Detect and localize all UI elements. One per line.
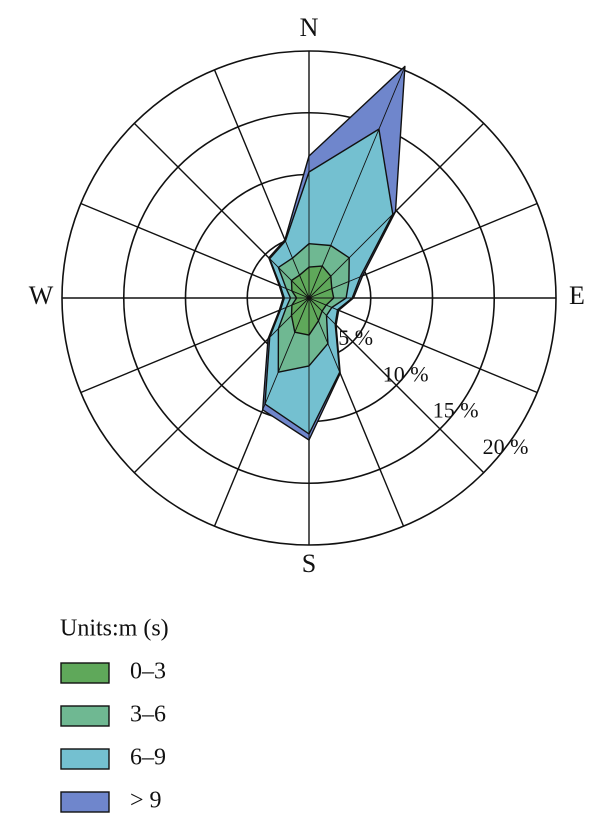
area-spoke <box>308 288 332 299</box>
legend-label: 3–6 <box>130 702 166 728</box>
area-spoke <box>291 290 310 299</box>
labels: 5 % 10 %15 %20 % N E S W <box>29 13 585 578</box>
area-spoke <box>308 275 332 299</box>
legend-title: Units:m (s) <box>60 616 169 642</box>
spoke <box>80 297 310 394</box>
legend-swatch <box>60 662 110 684</box>
areas <box>262 65 406 441</box>
legend-label: 0–3 <box>130 659 166 685</box>
spoke <box>80 202 310 299</box>
area-spoke <box>308 297 323 312</box>
area-spoke <box>308 297 327 306</box>
area-spoke <box>308 265 323 299</box>
spoke <box>308 297 538 394</box>
ring-label: 10 % <box>383 361 429 386</box>
ring-label: 5 % <box>338 325 373 350</box>
ring-label: 15 % <box>433 398 479 423</box>
area-spoke <box>291 297 310 316</box>
direction-label: N <box>300 13 319 42</box>
spoke <box>308 297 485 474</box>
direction-label: S <box>302 549 316 578</box>
area-spoke <box>294 297 310 333</box>
area-spoke <box>299 275 310 299</box>
legend-label: 6–9 <box>130 745 166 771</box>
legend-swatch <box>60 748 110 770</box>
direction-label: E <box>569 281 585 310</box>
legend: Units:m (s) 0–3 3–6 6–9 > 9 <box>60 616 169 814</box>
area-spoke <box>291 280 310 299</box>
legend-label: > 9 <box>130 788 162 814</box>
area-spoke <box>291 297 310 306</box>
area-spoke <box>308 297 319 321</box>
legend-swatch <box>60 705 110 727</box>
legend-swatch <box>60 791 110 813</box>
direction-label: W <box>29 281 54 310</box>
ring-label: 20 % <box>483 434 529 459</box>
